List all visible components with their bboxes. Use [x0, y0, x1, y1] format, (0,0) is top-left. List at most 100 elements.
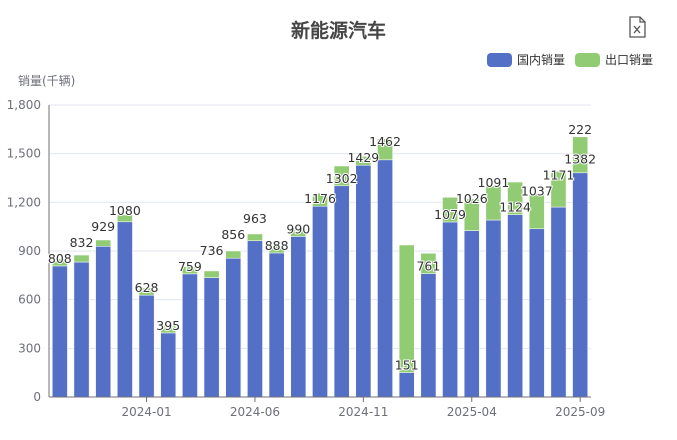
bar-domestic	[463, 230, 480, 398]
data-label: 1091	[478, 175, 510, 190]
bar-domestic	[225, 257, 242, 398]
data-label: 963	[243, 211, 267, 226]
data-label: 151	[395, 358, 419, 373]
data-label: 1302	[326, 171, 358, 186]
bar-domestic	[398, 372, 415, 398]
data-label: 1429	[347, 150, 379, 165]
data-label: 759	[178, 259, 202, 274]
data-label: 1382	[564, 152, 596, 167]
y-tick-label: 1,800	[7, 98, 41, 112]
bar-export	[312, 192, 328, 207]
legend-item-export[interactable]: 出口销量	[574, 51, 653, 68]
data-label: 1026	[456, 191, 488, 206]
x-tick-label: 2024-06	[230, 405, 280, 419]
bar-export	[203, 270, 220, 278]
bar-export	[572, 136, 588, 174]
data-label: 1079	[434, 207, 466, 222]
y-axis-label: 销量(千辆)	[18, 74, 75, 88]
bar-domestic	[485, 219, 502, 398]
bar-export	[138, 287, 155, 296]
bar-domestic	[182, 273, 198, 398]
legend-swatch	[486, 52, 512, 67]
bar-domestic	[73, 261, 90, 398]
legend-label: 国内销量	[516, 53, 565, 67]
data-label: 990	[286, 221, 310, 236]
legend-label: 出口销量	[604, 53, 653, 67]
bar-domestic	[333, 185, 350, 398]
bar-domestic	[290, 236, 307, 398]
bar-domestic	[377, 159, 393, 398]
y-tick-label: 300	[18, 341, 41, 355]
data-label: 1124	[499, 200, 531, 215]
y-tick-label: 600	[18, 293, 41, 307]
data-label: 1171	[543, 168, 575, 183]
bar-export	[550, 171, 567, 208]
bar-export	[442, 197, 458, 223]
chart-title: 新能源汽车	[290, 20, 386, 42]
bar-domestic	[52, 265, 68, 398]
data-label: 1176	[304, 191, 336, 206]
bar-export	[95, 239, 112, 247]
legend-swatch	[574, 52, 600, 67]
bar-export	[355, 156, 372, 166]
bar-domestic	[507, 214, 523, 398]
bar-domestic	[355, 164, 372, 398]
export-excel-icon[interactable]	[628, 16, 646, 38]
data-label: 929	[91, 219, 115, 234]
bar-domestic	[95, 246, 112, 398]
bar-export	[420, 253, 437, 274]
bar-domestic	[203, 277, 220, 398]
y-tick-label: 1,500	[7, 147, 41, 161]
bar-domestic	[312, 205, 328, 398]
y-tick-label: 1,200	[7, 195, 41, 209]
data-label: 736	[200, 243, 224, 258]
bar-domestic	[420, 273, 437, 398]
bar-domestic	[160, 332, 177, 398]
data-label: 1080	[109, 203, 141, 218]
data-label: 1462	[369, 134, 401, 149]
data-label: 832	[70, 235, 94, 250]
bar-export	[290, 229, 307, 237]
bar-domestic	[247, 240, 263, 398]
data-label: 395	[156, 318, 180, 333]
bar-export	[333, 165, 350, 187]
bar-export	[117, 214, 133, 223]
data-label: 888	[265, 238, 289, 253]
y-tick-label: 900	[18, 244, 41, 258]
bar-export	[507, 181, 523, 215]
bar-domestic	[268, 252, 285, 398]
x-tick-label: 2025-04	[447, 405, 497, 419]
data-label-export: 222	[568, 122, 592, 137]
y-tick-label: 0	[33, 390, 41, 404]
x-tick-label: 2025-09	[555, 405, 605, 419]
bar-export	[182, 266, 198, 275]
bar-domestic	[442, 221, 458, 398]
bar-export	[225, 250, 242, 259]
bar-export	[528, 192, 545, 230]
bar-export	[160, 325, 177, 334]
data-label: 628	[135, 280, 159, 295]
legend-item-domestic[interactable]: 国内销量	[486, 51, 565, 68]
bar-domestic	[550, 206, 567, 398]
bar-export	[377, 138, 393, 161]
bar-export	[463, 198, 480, 231]
legend: 国内销量 出口销量	[486, 51, 653, 68]
data-label: 1037	[521, 184, 553, 199]
x-tick-label: 2024-11	[338, 405, 388, 419]
bar-domestic	[572, 172, 588, 398]
data-label: 761	[416, 259, 440, 274]
bar-domestic	[138, 294, 155, 398]
bar-domestic	[528, 228, 545, 398]
x-tick-label: 2024-01	[121, 405, 171, 419]
data-label: 808	[48, 251, 72, 266]
bar-export	[73, 254, 90, 263]
bar-export	[268, 245, 285, 254]
bar-export	[52, 258, 68, 267]
bar-export	[485, 185, 502, 221]
data-label: 856	[221, 227, 245, 242]
bar-export	[247, 233, 263, 242]
bar-domestic	[117, 221, 133, 398]
bar-export	[398, 244, 415, 373]
